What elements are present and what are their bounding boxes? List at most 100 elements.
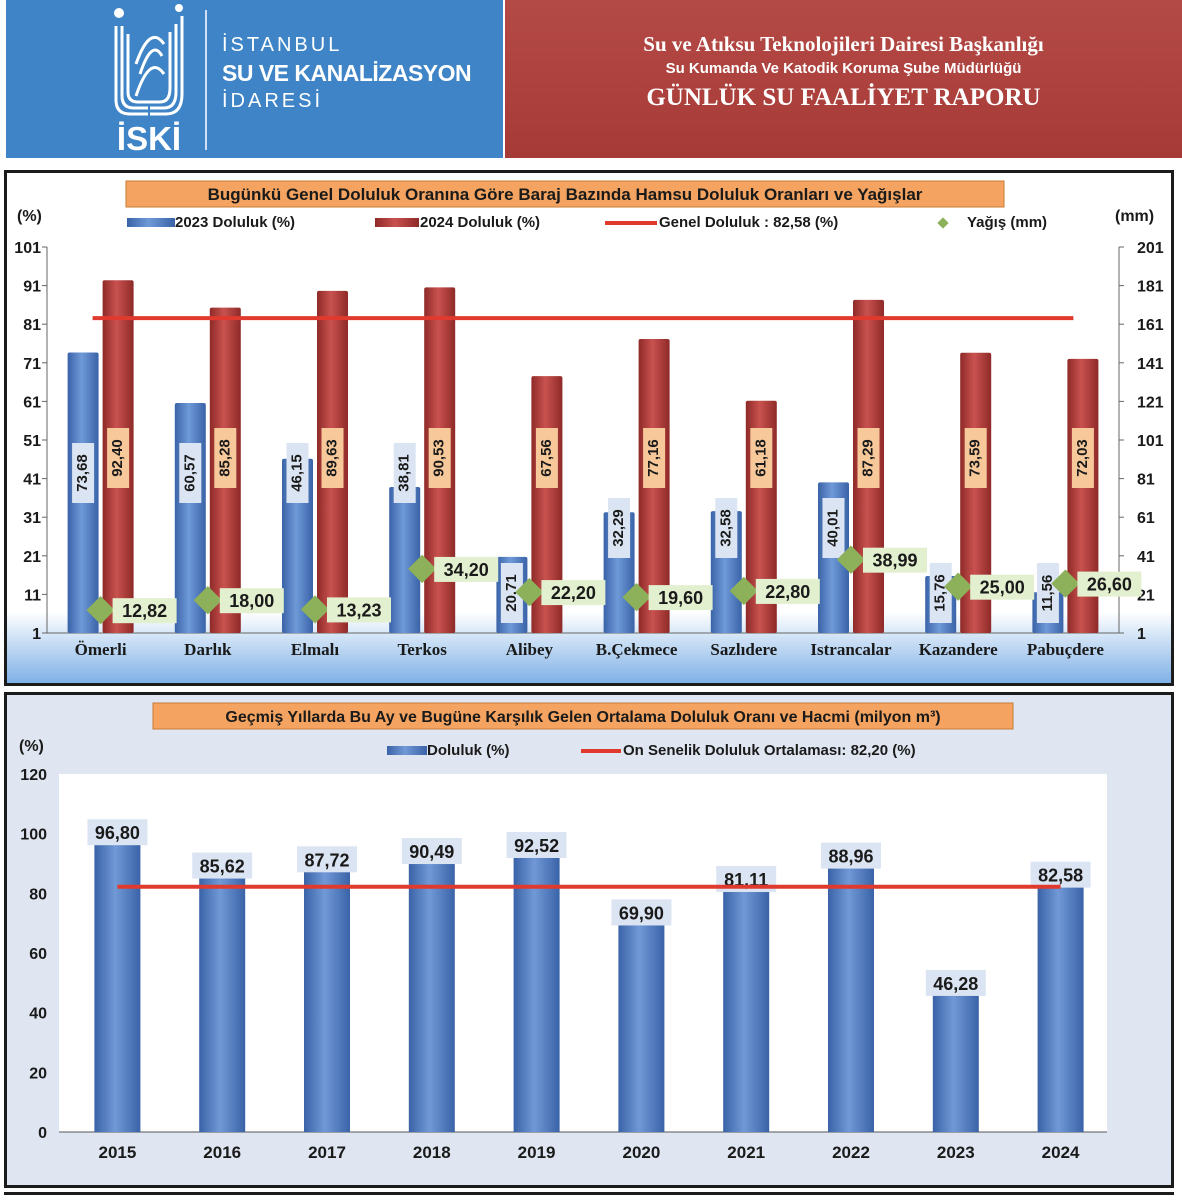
- bar-2023-value: 73,68: [74, 454, 91, 492]
- bar-2023-label-bg: [608, 498, 631, 558]
- year-bar-label-bg: [1030, 861, 1091, 888]
- year-bar-value: 69,90: [619, 903, 664, 923]
- year-bar-value: 90,49: [409, 842, 454, 862]
- y-tick-label: 60: [29, 946, 47, 963]
- year-bar-label-bg: [87, 819, 148, 846]
- rain-marker: [300, 595, 330, 624]
- rain-value: 25,00: [980, 578, 1025, 598]
- left-tick-label: 11: [24, 587, 41, 604]
- right-tick-label: 121: [1137, 394, 1164, 411]
- right-axis-unit: (mm): [1115, 208, 1154, 225]
- org-name-line2: SU VE KANALİZASYON: [222, 60, 472, 86]
- rain-label-bg: [863, 547, 927, 573]
- right-tick-label: 161: [1137, 317, 1164, 334]
- right-tick-label: 1: [1137, 626, 1146, 643]
- y-tick-label: 100: [20, 827, 47, 844]
- bar-2024-label-bg: [857, 428, 880, 488]
- rain-label-bg: [970, 574, 1035, 600]
- year-label: 2020: [622, 1143, 660, 1162]
- y-tick-label: 120: [20, 767, 47, 784]
- rain-marker: [1051, 569, 1080, 598]
- year-bar-value: 46,28: [933, 974, 978, 994]
- year-label: 2018: [413, 1143, 451, 1162]
- branch-title: Su Kumanda Ve Katodik Koruma Şube Müdürl…: [665, 60, 1022, 77]
- bar-2023-value: 46,15: [288, 454, 305, 492]
- left-tick-label: 51: [23, 433, 41, 450]
- header-right-red: [505, 0, 1182, 158]
- bar-2023-value: 40,01: [824, 509, 841, 547]
- category-label: Sazlıdere: [710, 640, 777, 659]
- rain-marker: [515, 577, 544, 607]
- legend-2023-swatch: [127, 218, 175, 227]
- rain-label-bg: [112, 598, 177, 624]
- year-bar: [932, 993, 979, 1132]
- bar-2024-label-bg: [214, 428, 237, 488]
- bar-2023-value: 32,58: [717, 509, 734, 547]
- left-tick-label: 91: [23, 279, 41, 296]
- year-bar-value: 87,72: [304, 850, 349, 870]
- year-label: 2019: [518, 1143, 556, 1162]
- legend-2024-swatch: [375, 218, 419, 227]
- bar-2024-label-bg: [321, 428, 344, 488]
- bar-2023-label-bg: [715, 498, 738, 558]
- year-label: 2017: [308, 1143, 346, 1162]
- report-title: GÜNLÜK SU FAALİYET RAPORU: [646, 84, 1041, 111]
- year-bar: [199, 876, 246, 1132]
- category-label: Alibey: [506, 640, 554, 659]
- rain-value: 22,20: [551, 583, 596, 603]
- bar-2024-value: 87,29: [859, 439, 876, 477]
- year-bar: [618, 923, 665, 1132]
- rain-value: 13,23: [336, 600, 381, 620]
- chart2-axis-unit: (%): [19, 738, 44, 755]
- bar-2023-label-bg: [179, 443, 202, 503]
- year-bar-value: 88,96: [828, 847, 873, 867]
- bar-2024-value: 92,40: [109, 439, 126, 477]
- year-label: 2022: [832, 1143, 870, 1162]
- left-axis-unit: (%): [17, 208, 42, 225]
- left-tick-label: 81: [23, 317, 41, 334]
- y-tick-label: 0: [38, 1125, 47, 1142]
- rain-marker: [836, 545, 866, 574]
- year-bar-value: 85,62: [200, 857, 245, 877]
- year-bar: [513, 855, 560, 1132]
- year-bar-label-bg: [925, 969, 986, 996]
- bar-2023-value: 15,76: [932, 574, 949, 612]
- y-tick-label: 40: [29, 1006, 47, 1023]
- category-label: Ömerli: [75, 640, 127, 659]
- rain-marker: [622, 582, 651, 612]
- category-label: Kazandere: [919, 640, 998, 659]
- bar-2023-value: 20,71: [503, 574, 520, 612]
- year-bar-label-bg: [611, 899, 672, 926]
- year-bar-label-bg: [401, 838, 462, 865]
- legend-doluluk-label: Doluluk (%): [427, 742, 510, 759]
- rain-marker: [944, 572, 973, 601]
- rain-value: 18,00: [229, 591, 274, 611]
- left-tick-label: 31: [23, 510, 41, 527]
- bar-2024: [1067, 358, 1099, 633]
- chart2-title: Geçmiş Yıllarda Bu Ay ve Bugüne Karşılık…: [225, 709, 940, 726]
- rain-label-bg: [541, 580, 606, 606]
- bar-2024-value: 61,18: [752, 439, 769, 477]
- rain-value: 26,60: [1087, 575, 1132, 595]
- legend-avg-label: On Senelik Doluluk Ortalaması: 82,20 (%): [623, 742, 916, 759]
- year-bar-value: 96,80: [95, 823, 140, 843]
- chart2-title-box: [152, 702, 1014, 730]
- bar-2023-label-bg: [393, 443, 416, 503]
- y-tick-label: 20: [29, 1065, 47, 1082]
- year-bar-label-bg: [297, 846, 357, 873]
- chart1-title-box: [125, 180, 1005, 208]
- right-tick-label: 181: [1137, 279, 1164, 296]
- legend-2023-label: 2023 Doluluk (%): [175, 214, 295, 231]
- rain-label-bg: [327, 597, 391, 623]
- year-label: 2023: [937, 1143, 975, 1162]
- rain-value: 12,82: [122, 601, 167, 621]
- year-bar-label-bg: [821, 842, 881, 869]
- bar-2024-value: 72,03: [1074, 439, 1091, 477]
- legend-rain-label: Yağış (mm): [967, 214, 1047, 231]
- legend-reference-label: Genel Doluluk : 82,58 (%): [659, 214, 838, 231]
- bar-2024-label-bg: [107, 428, 130, 488]
- logo-divider: [205, 10, 207, 150]
- bar-2024-value: 67,56: [538, 439, 555, 477]
- history-chart-panel: Geçmiş Yıllarda Bu Ay ve Bugüne Karşılık…: [4, 692, 1174, 1188]
- year-bar-label-bg: [506, 831, 567, 858]
